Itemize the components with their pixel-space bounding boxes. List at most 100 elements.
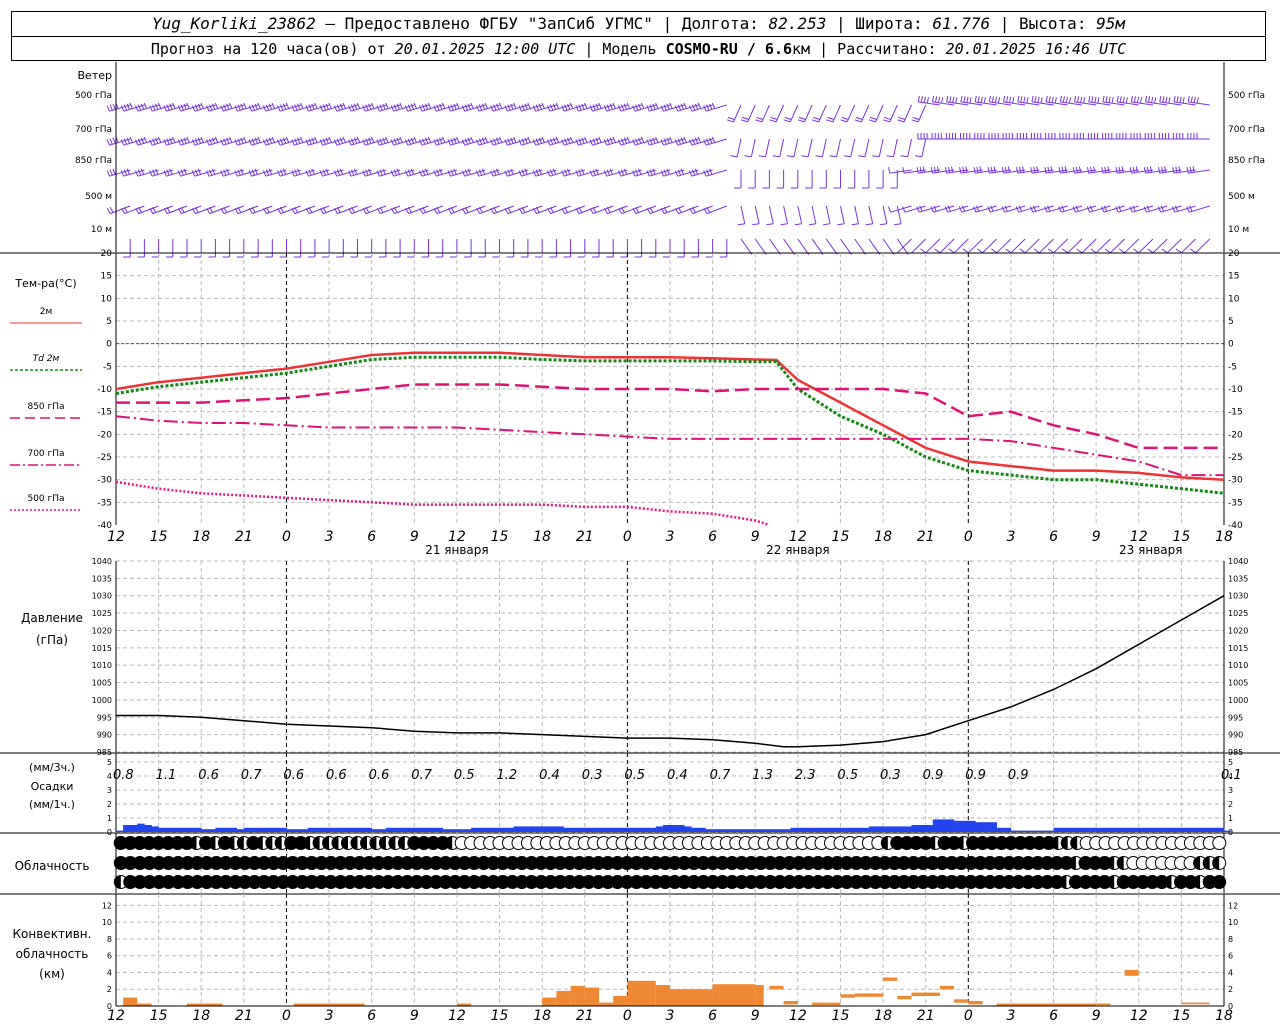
- precip-bar: [400, 827, 408, 832]
- hour-tick-label-bottom: 18: [874, 1008, 892, 1024]
- wind-barb: [404, 136, 429, 146]
- conv-cloud-bar: [599, 1002, 614, 1006]
- wind-barb: [504, 102, 529, 112]
- wind-barb: [447, 205, 472, 215]
- precip-bar: [968, 820, 976, 832]
- precip-bar: [584, 827, 593, 832]
- precip-tick-right: 5: [1228, 758, 1233, 767]
- precip-bar: [1025, 830, 1033, 832]
- conv-tick-left: 6: [107, 952, 112, 961]
- temp-tick-right: 15: [1228, 272, 1239, 282]
- wind-barb: [506, 239, 515, 258]
- wind-barb: [404, 168, 429, 177]
- wind-barb: [766, 205, 774, 226]
- precip-bar: [243, 827, 252, 832]
- precip-bar: [733, 829, 742, 832]
- wind-barb: [163, 205, 188, 215]
- precip-bar: [684, 826, 692, 832]
- wind-barb: [737, 205, 746, 226]
- wind-barb: [106, 168, 131, 177]
- wind-barb: [106, 136, 131, 146]
- wind-barb: [825, 238, 838, 255]
- temp-tick-right: 0: [1228, 340, 1234, 350]
- wind-barb: [362, 102, 387, 112]
- cloud-cover-half: [1107, 875, 1115, 889]
- precip-bar: [918, 825, 926, 832]
- wind-barb: [518, 205, 543, 215]
- wind-barb: [675, 205, 699, 215]
- hour-tick-label: 12: [107, 529, 125, 545]
- wind-barb: [769, 104, 785, 123]
- precip-bar: [1046, 830, 1054, 832]
- calc-time: 20.01.2025 16:46 UTC: [945, 40, 1127, 58]
- precip-bar: [655, 826, 664, 832]
- precip-bar: [563, 827, 571, 832]
- precip-bar: [378, 829, 387, 832]
- precip-bar: [187, 827, 195, 832]
- header-row-station: Yug_Korliki_23862 – Предоставлено ФГБУ "…: [12, 12, 1265, 37]
- wind-barb: [390, 205, 415, 215]
- wind-barb: [660, 168, 685, 177]
- wind-barb: [589, 168, 614, 177]
- t2m-line: [115, 351, 1225, 481]
- wind-barb: [934, 238, 955, 254]
- precip-bar: [215, 827, 223, 832]
- wind-barb: [478, 239, 486, 258]
- wind-barb: [902, 205, 926, 213]
- altitude-value: 95м: [1096, 14, 1125, 33]
- pressure-tick-right: 1020: [1228, 626, 1248, 635]
- wind-barb: [177, 136, 202, 146]
- temp-legend-label: 700 гПа: [27, 449, 64, 459]
- wind-barb: [293, 239, 302, 258]
- conv-cloud-bar: [854, 993, 884, 997]
- wind-barb: [606, 239, 614, 258]
- precip-bar: [123, 825, 131, 832]
- wind-barb: [518, 168, 543, 177]
- temp-tick-right: 20: [1228, 249, 1240, 259]
- cloud-cover-half: [227, 836, 235, 850]
- pressure-tick-left: 1000: [92, 696, 112, 705]
- wind-barb: [1187, 95, 1210, 106]
- wind-barb: [815, 138, 827, 158]
- precip-bar: [662, 825, 671, 832]
- wind-barb: [1090, 238, 1111, 254]
- wind-barb: [532, 168, 557, 177]
- wind-panel-title: Ветер: [78, 69, 112, 82]
- station-name: Yug_Korliki_23862: [152, 14, 316, 33]
- wind-barb: [376, 102, 401, 112]
- cloud-cover-half: [1165, 875, 1172, 889]
- precip-bar: [520, 826, 529, 832]
- cloud-cover-half: [208, 836, 216, 850]
- wind-barb: [206, 136, 230, 146]
- temp-tick-left: 10: [101, 294, 113, 304]
- hour-tick-label: 9: [410, 529, 419, 545]
- longitude-label: | Долгота:: [662, 14, 759, 33]
- hour-tick-label: 18: [533, 529, 551, 545]
- wind-barb: [1045, 133, 1068, 140]
- precip-bar: [151, 826, 159, 832]
- wind-barb: [1031, 133, 1054, 140]
- hour-tick-label: 6: [1049, 529, 1058, 545]
- wind-barb: [755, 104, 770, 123]
- precip-bar: [762, 829, 770, 832]
- wind-barb: [163, 168, 188, 177]
- wind-barb: [362, 136, 387, 146]
- precip-bar: [947, 819, 955, 832]
- precip-bar: [1202, 827, 1211, 832]
- hour-tick-label-bottom: 21: [576, 1008, 594, 1024]
- pressure-tick-left: 990: [97, 731, 112, 740]
- wind-barb: [350, 239, 358, 258]
- wind-barb: [887, 205, 912, 213]
- wind-barb: [1058, 166, 1082, 174]
- wind-barb: [1017, 95, 1040, 106]
- wind-barb: [333, 168, 358, 177]
- wind-barb: [592, 239, 600, 258]
- conv-cloud-bar: [968, 1001, 983, 1005]
- wind-barb: [973, 166, 997, 174]
- wind-barb: [378, 239, 387, 258]
- wind-barb: [1101, 166, 1125, 174]
- wind-level-label-left: 500 м: [85, 192, 112, 202]
- conv-tick-left: 12: [102, 901, 112, 910]
- wind-barb: [776, 170, 785, 189]
- wind-barb: [504, 168, 529, 177]
